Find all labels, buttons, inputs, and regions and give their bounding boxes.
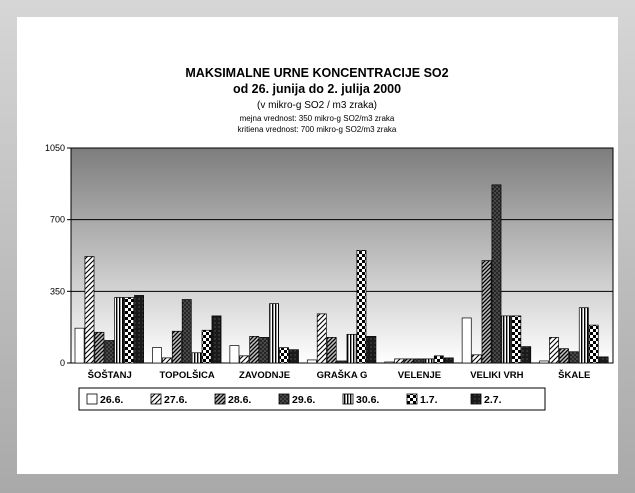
- category-label: ZAVODNJE: [239, 370, 290, 381]
- legend-swatch-2: [214, 393, 226, 405]
- bar-5-4: [433, 355, 444, 364]
- y-tick-label: 0: [60, 358, 65, 368]
- category-label: GRAŠKA G: [317, 369, 368, 381]
- chart-subtitle: od 26. junija do 2. julija 2000: [233, 82, 401, 96]
- category-label: ŠOŠTANJ: [88, 369, 132, 381]
- bar-3-3: [336, 360, 347, 364]
- bar-6-3: [366, 336, 377, 364]
- bar-4-2: [269, 303, 279, 364]
- legend-label-3: 29.6.: [292, 394, 315, 406]
- bar-4-1: [191, 352, 202, 364]
- bar-0-5: [461, 317, 472, 364]
- bar-3-4: [414, 358, 424, 364]
- legend-label-2: 28.6.: [228, 394, 251, 406]
- bar-3-6: [568, 351, 579, 364]
- bar-1-5: [471, 354, 482, 364]
- bar-6-2: [289, 349, 299, 364]
- legend-swatch-5: [406, 393, 418, 405]
- legend-swatch-0: [86, 393, 98, 405]
- bar-2-1: [171, 330, 182, 364]
- y-tick-label: 350: [50, 286, 65, 296]
- bar-4-3: [346, 333, 357, 364]
- bar-1-3: [316, 313, 327, 364]
- bar-0-2: [229, 345, 240, 364]
- bar-4-6: [578, 307, 589, 364]
- bar-5-0: [124, 297, 135, 364]
- bar-6-6: [598, 356, 609, 364]
- legend-swatch-1: [150, 393, 162, 405]
- category-label: VELIKI VRH: [470, 370, 523, 381]
- bar-6-1: [211, 315, 222, 364]
- legend-label-6: 2.7.: [484, 394, 502, 406]
- bar-3-0: [104, 340, 115, 364]
- category-label: ŠKALE: [558, 369, 590, 381]
- bar-4-4: [424, 358, 434, 364]
- critical-note: kritiena vrednost: 700 mikro-g SO2/m3 zr…: [238, 125, 397, 134]
- bar-5-1: [201, 329, 212, 364]
- bar-2-5: [481, 260, 492, 364]
- bar-0-4: [384, 361, 395, 364]
- bar-0-1: [152, 347, 162, 364]
- bar-6-4: [443, 357, 454, 364]
- bar-0-3: [306, 359, 317, 364]
- bar-3-5: [491, 184, 502, 364]
- bar-3-2: [259, 337, 270, 364]
- bar-5-6: [588, 324, 599, 364]
- limit-note: mejna vrednost: 350 mikro-g SO2/m3 zraka: [240, 114, 395, 123]
- bar-1-0: [84, 256, 95, 364]
- bar-5-2: [279, 347, 289, 364]
- bar-2-6: [559, 348, 569, 364]
- bar-1-2: [239, 355, 250, 364]
- bar-6-0: [134, 295, 144, 364]
- legend-swatch-4: [342, 393, 354, 405]
- bar-2-2: [249, 336, 260, 364]
- chart: MAKSIMALNE URNE KONCENTRACIJE SO2 od 26.…: [45, 66, 614, 411]
- bar-3-1: [181, 299, 192, 364]
- bar-5-5: [511, 315, 522, 364]
- chart-title: MAKSIMALNE URNE KONCENTRACIJE SO2: [185, 66, 448, 80]
- y-tick-label: 700: [50, 215, 65, 225]
- legend: [78, 387, 546, 411]
- bar-0-0: [74, 327, 85, 364]
- legend-label-0: 26.6.: [100, 394, 123, 406]
- legend-swatch-6: [470, 393, 482, 405]
- bar-1-4: [394, 358, 405, 364]
- bar-4-0: [114, 297, 125, 364]
- bar-4-5: [501, 315, 512, 364]
- category-label: TOPOLŠICA: [160, 369, 215, 381]
- bar-2-3: [326, 337, 337, 364]
- legend-label-1: 27.6.: [164, 394, 187, 406]
- bar-2-4: [404, 358, 415, 364]
- bar-0-6: [539, 360, 550, 364]
- plot-area: [70, 147, 614, 364]
- legend-label-4: 30.6.: [356, 394, 379, 406]
- legend-label-5: 1.7.: [420, 394, 438, 406]
- bar-1-6: [549, 337, 559, 364]
- category-label: VELENJE: [398, 370, 441, 381]
- unit-note: (v mikro-g SO2 / m3 zraka): [257, 100, 377, 111]
- bar-6-5: [521, 346, 532, 364]
- legend-swatch-3: [278, 393, 290, 405]
- y-tick-label: 1050: [45, 143, 65, 153]
- chart-sheet: MAKSIMALNE URNE KONCENTRACIJE SO2 od 26.…: [17, 17, 618, 474]
- bar-2-0: [94, 331, 105, 364]
- bar-5-3: [356, 250, 367, 364]
- bar-1-1: [162, 357, 172, 364]
